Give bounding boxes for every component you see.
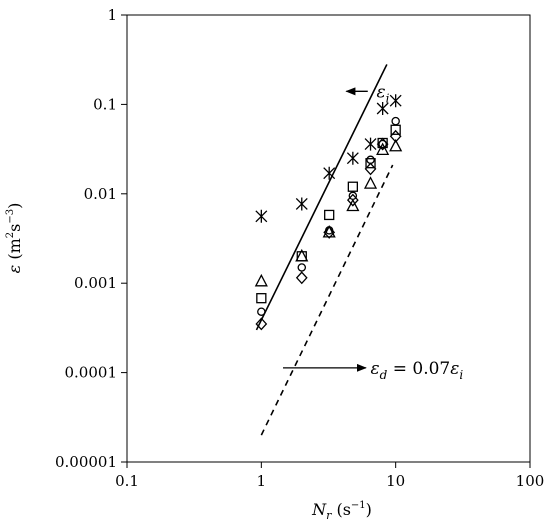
star-point [376,101,389,115]
y-tick-label: 0.01 [84,185,117,203]
series-diamond [255,129,402,331]
x-tick-label: 10 [386,472,405,490]
x-tick-label: 1 [257,472,267,490]
eps-i-label: εi [377,82,390,105]
triangle-point [295,248,309,262]
triangle-point [254,273,268,287]
y-axis-label: ε (m2s−3) [5,203,24,274]
plot-frame [126,14,531,463]
y-tick-label: 0.0001 [65,364,118,382]
star-point [389,94,402,108]
square-point [324,209,335,221]
diamond-point [346,193,359,207]
star-point [346,151,359,165]
square-point [390,124,401,135]
circle-point [257,307,266,316]
star-point [364,137,377,151]
star-point [295,197,308,211]
series-triangle [254,138,403,287]
square-point [365,158,376,169]
x-tick-label: 100 [516,472,545,490]
circle-point [366,155,375,165]
y-tick-label: 0.1 [93,95,117,113]
y-tick-label: 1 [107,6,117,24]
circle-point [391,116,400,126]
triangle-point [389,138,403,152]
circle-point [297,263,307,272]
x-tick-label: 0.1 [115,472,139,490]
circle-point [378,139,387,149]
data-points [254,94,403,331]
square-point [256,293,267,304]
eps-d-label: εd = 0.07εi [371,359,464,382]
diamond-point [364,162,377,176]
triangle-point [346,198,360,212]
annotations: εi εd = 0.07εi [283,82,463,382]
diamond-point [323,225,336,239]
series-star [255,94,402,223]
star-point [323,166,336,180]
diamond-point [295,271,308,285]
star-point [255,209,268,223]
axis-ticks: 0.1 1 10 100 0.00001 0.0001 0.001 0.01 0.1 1 [55,6,544,490]
trend-line-eps-d [260,164,394,436]
diamond-point [255,317,268,331]
trend-lines [255,64,394,436]
diamond-point [376,137,389,151]
diamond-point [389,129,402,143]
y-tick-label: 0.00001 [55,453,117,471]
triangle-point [363,176,378,189]
triangle-point [322,225,336,238]
square-point [347,181,358,192]
triangle-point [376,142,390,156]
trend-line-eps-i [255,64,388,331]
x-axis-label: Nr (s−1) [311,500,372,522]
y-tick-label: 0.001 [74,274,117,292]
